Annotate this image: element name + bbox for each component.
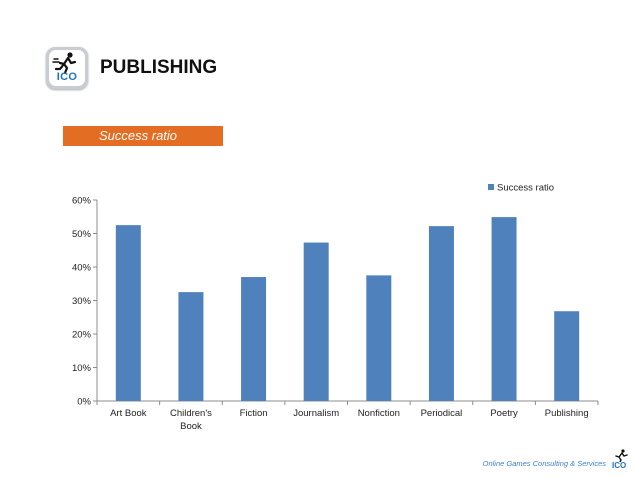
x-tick-label: Fiction: [240, 408, 268, 419]
x-tick-label: Art Book: [110, 408, 147, 419]
bar: [241, 277, 267, 401]
x-tick-label: Children's: [170, 408, 212, 419]
footer-runner-icon: [615, 449, 628, 462]
footer-logo: ICO: [610, 449, 632, 470]
bar: [554, 311, 580, 401]
x-tick-label: Nonfiction: [358, 408, 400, 419]
y-tick-label: 20%: [72, 330, 92, 341]
logo-text: ICO: [56, 71, 78, 83]
ico-logo: ICO: [46, 47, 88, 89]
section-label: Success ratio: [63, 126, 223, 146]
footer-logo-text: ICO: [612, 461, 627, 470]
bar: [303, 242, 329, 401]
x-tick-label: Publishing: [545, 408, 589, 419]
bar: [366, 275, 392, 401]
page-title: PUBLISHING: [100, 57, 218, 78]
y-tick-label: 60%: [72, 196, 92, 207]
bar: [115, 225, 141, 401]
logo-inner: ICO: [49, 50, 85, 86]
y-tick-label: 10%: [72, 363, 92, 374]
x-tick-label: Book: [180, 421, 202, 432]
y-tick-label: 50%: [72, 229, 92, 240]
y-tick-label: 40%: [72, 263, 92, 274]
footer-text: Online Games Consulting & Services: [482, 458, 606, 468]
runner-icon: [52, 52, 77, 75]
x-tick-label: Periodical: [421, 408, 463, 419]
bar: [428, 226, 454, 401]
x-tick-label: Journalism: [293, 408, 339, 419]
legend-swatch: [488, 184, 494, 190]
footer: Online Games Consulting & Services ICO: [482, 449, 632, 470]
legend-label: Success ratio: [497, 183, 554, 194]
bar: [491, 217, 517, 401]
y-tick-label: 0%: [77, 397, 91, 408]
x-tick-label: Poetry: [490, 408, 518, 419]
y-tick-label: 30%: [72, 296, 92, 307]
bar: [178, 292, 204, 401]
